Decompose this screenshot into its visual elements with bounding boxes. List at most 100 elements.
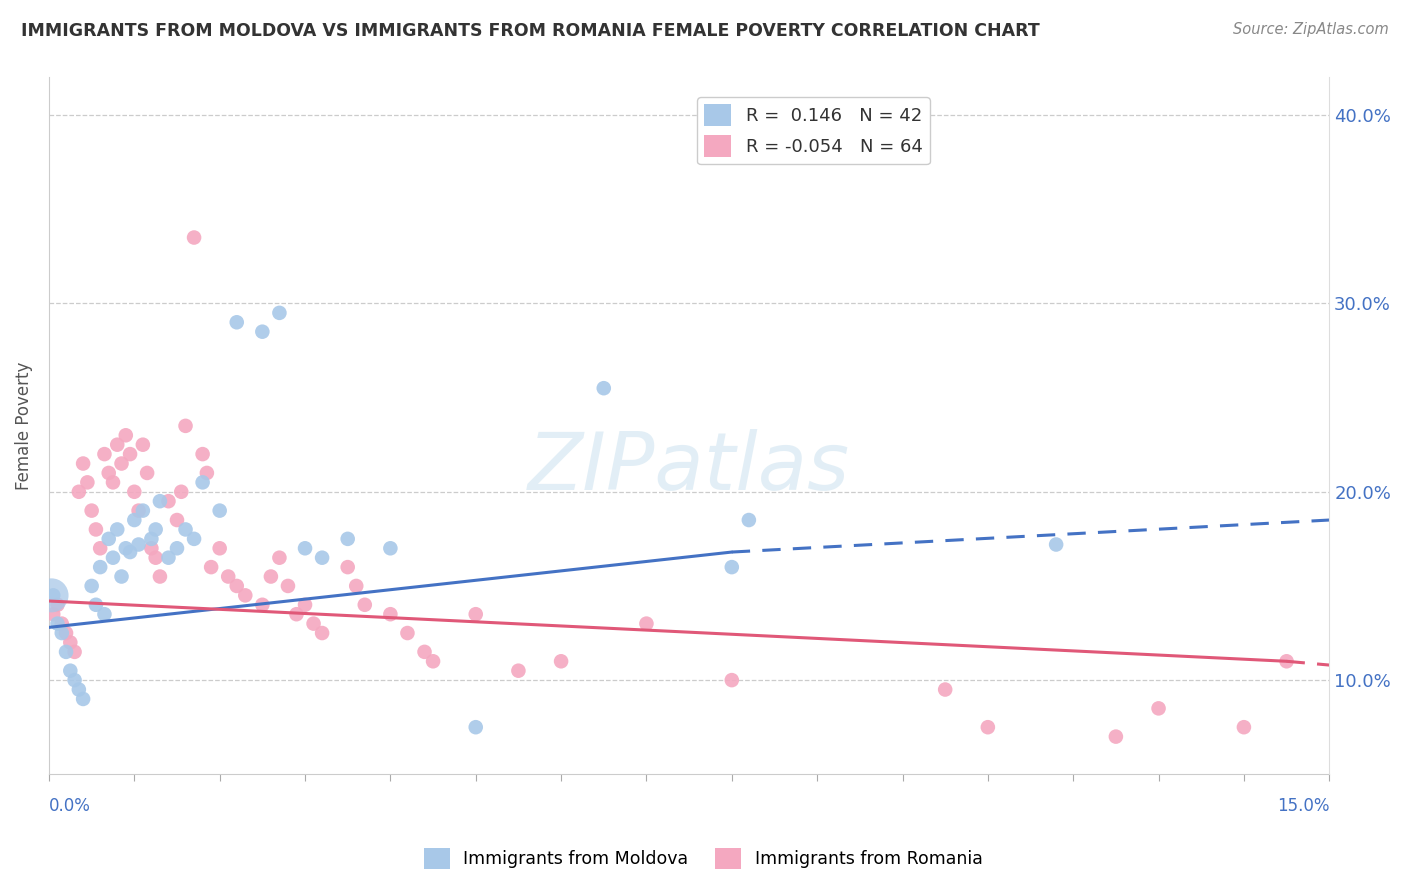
Point [124, 484, 146, 499]
Point [84, 598, 107, 612]
Point [93, 447, 115, 461]
Point [508, 664, 530, 678]
Point [252, 598, 274, 612]
Point [72, 692, 94, 706]
Point [720, 560, 742, 574]
Point [195, 466, 218, 480]
Point [934, 682, 956, 697]
Point [174, 523, 197, 537]
Point [93, 607, 115, 622]
Point [336, 560, 359, 574]
Point [191, 475, 214, 490]
Text: 15.0%: 15.0% [1277, 797, 1329, 815]
Point [311, 626, 333, 640]
Point [59, 664, 82, 678]
Point [67, 682, 90, 697]
Point [46, 616, 69, 631]
Point [260, 569, 283, 583]
Point [1233, 720, 1256, 734]
Text: ZIPatlas: ZIPatlas [529, 429, 851, 507]
Point [114, 428, 136, 442]
Point [128, 503, 150, 517]
Point [136, 466, 159, 480]
Point [41, 588, 63, 602]
Point [285, 607, 308, 622]
Point [738, 513, 761, 527]
Point [67, 484, 90, 499]
Legend: Immigrants from Moldova, Immigrants from Romania: Immigrants from Moldova, Immigrants from… [416, 841, 990, 876]
Point [720, 673, 742, 687]
Point [380, 541, 402, 556]
Point [128, 537, 150, 551]
Point [336, 532, 359, 546]
Point [46, 598, 69, 612]
Point [294, 598, 316, 612]
Point [80, 579, 103, 593]
Point [380, 607, 402, 622]
Point [55, 645, 77, 659]
Point [183, 532, 205, 546]
Point [42, 588, 65, 602]
Point [183, 230, 205, 244]
Point [464, 607, 486, 622]
Point [51, 626, 73, 640]
Point [101, 550, 124, 565]
Point [89, 560, 111, 574]
Point [1105, 730, 1128, 744]
Point [252, 325, 274, 339]
Point [1275, 654, 1298, 668]
Point [120, 447, 142, 461]
Point [132, 503, 155, 517]
Point [208, 541, 231, 556]
Point [166, 513, 188, 527]
Point [80, 503, 103, 517]
Point [141, 532, 163, 546]
Point [101, 475, 124, 490]
Point [105, 438, 128, 452]
Point [89, 541, 111, 556]
Text: 0.0%: 0.0% [49, 797, 91, 815]
Point [269, 306, 291, 320]
Point [592, 381, 614, 395]
Point [145, 550, 167, 565]
Point [464, 720, 486, 734]
Point [200, 560, 222, 574]
Y-axis label: Female Poverty: Female Poverty [15, 361, 32, 490]
Point [76, 475, 98, 490]
Point [124, 513, 146, 527]
Point [636, 616, 658, 631]
Point [110, 569, 132, 583]
Point [63, 673, 86, 687]
Point [132, 438, 155, 452]
Point [233, 588, 256, 602]
Point [396, 626, 419, 640]
Point [208, 503, 231, 517]
Point [977, 720, 1000, 734]
Point [302, 616, 325, 631]
Point [353, 598, 375, 612]
Point [149, 569, 172, 583]
Point [72, 457, 94, 471]
Legend: R =  0.146   N = 42, R = -0.054   N = 64: R = 0.146 N = 42, R = -0.054 N = 64 [697, 97, 929, 164]
Point [42, 607, 65, 622]
Text: IMMIGRANTS FROM MOLDOVA VS IMMIGRANTS FROM ROMANIA FEMALE POVERTY CORRELATION CH: IMMIGRANTS FROM MOLDOVA VS IMMIGRANTS FR… [21, 22, 1040, 40]
Point [422, 654, 444, 668]
Point [1147, 701, 1170, 715]
Point [225, 315, 247, 329]
Point [191, 447, 214, 461]
Point [413, 645, 436, 659]
Point [97, 466, 120, 480]
Point [294, 541, 316, 556]
Point [59, 635, 82, 649]
Text: Source: ZipAtlas.com: Source: ZipAtlas.com [1233, 22, 1389, 37]
Point [55, 626, 77, 640]
Point [145, 523, 167, 537]
Point [550, 654, 572, 668]
Point [120, 545, 142, 559]
Point [97, 532, 120, 546]
Point [157, 494, 180, 508]
Point [84, 523, 107, 537]
Point [217, 569, 239, 583]
Point [105, 523, 128, 537]
Point [114, 541, 136, 556]
